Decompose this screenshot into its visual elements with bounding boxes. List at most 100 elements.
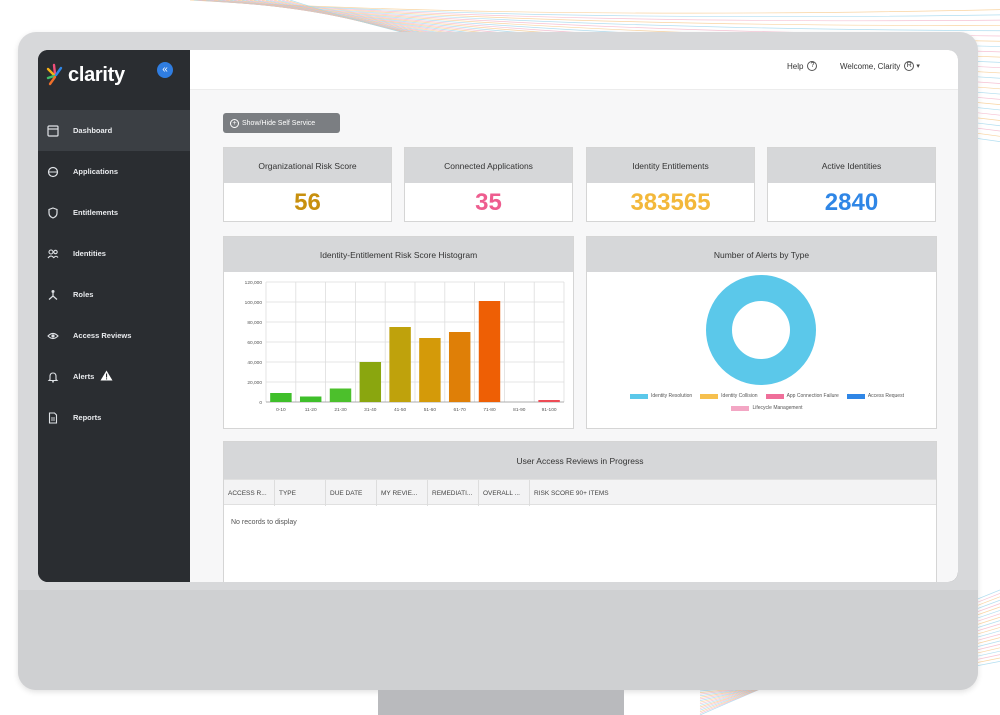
monitor-bezel: clarity « Dashboard: [38, 50, 958, 582]
top-bar: Help ? Welcome, Clarity R ▾: [190, 50, 958, 90]
legend-item[interactable]: App Connection Failure: [765, 393, 839, 399]
x-tick-label: 81-90: [513, 407, 526, 413]
y-tick-label: 100,000: [245, 300, 263, 306]
column-header-overall[interactable]: OVERALL ...: [479, 480, 530, 506]
help-link[interactable]: Help ?: [787, 61, 818, 71]
card-value: 35: [475, 189, 502, 216]
card-value: 2840: [824, 189, 879, 216]
x-tick-label: 11-20: [305, 407, 317, 413]
alerts-legend: Identity Resolution Identity Collision App…: [597, 393, 937, 411]
card-value: 383565: [630, 189, 711, 216]
y-tick-label: 20,000: [247, 380, 262, 386]
card-title: Connected Applications: [405, 148, 572, 183]
app-name: clarity: [68, 63, 125, 86]
histogram-bar[interactable]: [478, 301, 501, 402]
card-value: 56: [294, 189, 321, 216]
access-reviews-panel: User Access Reviews in Progress ACCESS R…: [223, 441, 937, 582]
y-tick-label: 80,000: [247, 320, 262, 326]
chevron-left-icon: «: [162, 64, 168, 75]
collapse-sidebar-button[interactable]: «: [157, 62, 173, 78]
histogram-bar[interactable]: [538, 400, 560, 402]
sidebar-item-entitlements[interactable]: Entitlements: [38, 192, 190, 233]
identities-icon: [46, 247, 60, 261]
legend-swatch: [700, 393, 719, 399]
sidebar-item-label: Entitlements: [73, 208, 119, 217]
empty-table-message: No records to display: [231, 519, 297, 526]
user-menu[interactable]: Welcome, Clarity R ▾: [840, 61, 920, 71]
legend-label: Identity Resolution: [651, 393, 693, 399]
legend-item[interactable]: Identity Resolution: [630, 393, 692, 399]
column-header-access-review[interactable]: ACCESS R...: [224, 480, 275, 506]
alerts-donut-chart: [706, 275, 816, 385]
sidebar-item-identities[interactable]: Identities: [38, 233, 190, 274]
column-header-my-review[interactable]: MY REVIE...: [377, 480, 428, 506]
legend-item[interactable]: Access Request: [846, 393, 904, 399]
x-tick-label: 71-80: [483, 407, 496, 413]
column-header-type[interactable]: TYPE: [275, 480, 326, 506]
sidebar-item-label: Applications: [73, 167, 119, 176]
sidebar: clarity « Dashboard: [38, 50, 190, 582]
y-tick-label: 60,000: [247, 340, 262, 346]
user-icon: R: [904, 61, 915, 71]
histogram-bar[interactable]: [299, 396, 322, 403]
x-tick-label: 31-40: [364, 407, 377, 413]
donut-slice[interactable]: [706, 275, 816, 385]
histogram-bar[interactable]: [389, 327, 411, 402]
legend-item[interactable]: Lifecycle Management: [731, 405, 803, 411]
legend-item[interactable]: Identity Collision: [700, 393, 758, 399]
sidebar-nav: Dashboard Applications Ent: [38, 110, 190, 438]
sidebar-item-access-reviews[interactable]: Access Reviews: [38, 315, 190, 356]
legend-label: Access Request: [867, 393, 904, 399]
help-label: Help: [787, 61, 804, 71]
card-title: Active Identities: [768, 148, 935, 183]
column-header-remediation[interactable]: REMEDIATI...: [428, 480, 479, 506]
document-icon: [46, 411, 60, 425]
histogram-bar[interactable]: [329, 388, 352, 403]
sidebar-item-roles[interactable]: Roles: [38, 274, 190, 315]
sidebar-item-label: Alerts: [73, 372, 95, 381]
app-screen: clarity « Dashboard: [38, 50, 958, 582]
column-header-due-date[interactable]: DUE DATE: [326, 480, 377, 506]
sidebar-item-dashboard[interactable]: Dashboard: [38, 110, 190, 151]
self-service-label: Show/Hide Self Service: [242, 119, 316, 127]
x-tick-label: 21-30: [334, 407, 347, 413]
legend-swatch: [630, 393, 649, 399]
histogram-bar[interactable]: [359, 362, 382, 402]
y-tick-label: 120,000: [245, 280, 263, 286]
sidebar-item-applications[interactable]: Applications: [38, 151, 190, 192]
clarity-logo-icon: [46, 63, 63, 86]
histogram-bar[interactable]: [419, 338, 441, 402]
applications-icon: [46, 165, 60, 179]
sidebar-item-label: Reports: [73, 413, 102, 422]
legend-label: App Connection Failure: [786, 393, 839, 399]
chevron-down-icon: ▾: [916, 63, 920, 70]
card-connected-applications: Connected Applications 35: [404, 147, 573, 222]
monitor-chin: [18, 590, 978, 690]
show-hide-self-service-button[interactable]: + Show/Hide Self Service: [223, 113, 340, 133]
plus-circle-icon: +: [230, 118, 239, 128]
sidebar-item-label: Roles: [73, 290, 94, 299]
card-title: Identity Entitlements: [587, 148, 754, 183]
histogram-panel: Identity-Entitlement Risk Score Histogra…: [223, 236, 574, 429]
sidebar-item-reports[interactable]: Reports: [38, 397, 190, 438]
logo: clarity: [46, 60, 125, 90]
monitor-stand: [378, 690, 624, 715]
legend-swatch: [846, 393, 865, 399]
legend-label: Lifecycle Management: [752, 405, 803, 411]
card-organizational-risk-score: Organizational Risk Score 56: [223, 147, 392, 222]
access-reviews-table-header: ACCESS R... TYPE DUE DATE MY REVIE... RE…: [224, 479, 936, 506]
welcome-label: Welcome, Clarity: [840, 61, 901, 71]
sidebar-item-alerts[interactable]: Alerts: [38, 356, 190, 397]
x-tick-label: 61-70: [454, 407, 467, 413]
sidebar-item-label: Identities: [73, 249, 106, 258]
column-header-risk-score[interactable]: RISK SCORE 90+ ITEMS: [534, 489, 609, 497]
legend-swatch: [765, 393, 784, 399]
bell-icon: [46, 370, 60, 384]
eye-icon: [46, 329, 60, 343]
sidebar-item-label: Dashboard: [73, 126, 113, 135]
legend-label: Identity Collision: [721, 393, 758, 399]
dashboard-icon: [46, 124, 60, 138]
histogram-bar[interactable]: [448, 332, 471, 402]
histogram-bar[interactable]: [270, 393, 292, 402]
